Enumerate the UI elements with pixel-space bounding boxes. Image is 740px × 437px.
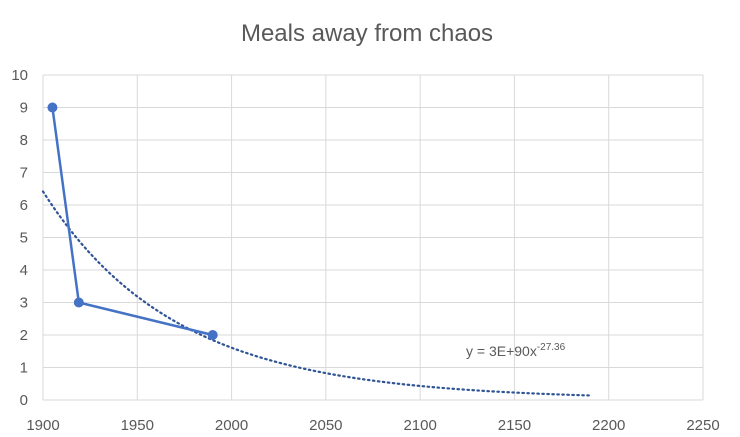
- x-tick-label: 2250: [686, 417, 719, 434]
- x-tick-label: 2200: [592, 417, 625, 434]
- series-layer: [47, 102, 218, 340]
- y-tick-label: 3: [20, 295, 28, 312]
- x-tick-label: 2000: [215, 417, 248, 434]
- y-tick-label: 0: [20, 392, 28, 409]
- y-tick-label: 4: [20, 262, 28, 279]
- x-tick-label: 2100: [403, 417, 436, 434]
- chart-title: Meals away from chaos: [241, 20, 493, 47]
- tick-labels: 0 1 2 3 4 5 6 7 8 9 10 1900 1950 2000 2050 2100 2150 2200…: [11, 67, 719, 434]
- x-tick-label: 1950: [121, 417, 154, 434]
- data-point: [207, 330, 218, 340]
- trendline: [41, 190, 591, 397]
- y-tick-label: 5: [20, 230, 28, 247]
- data-point: [47, 102, 58, 113]
- data-point: [73, 297, 84, 308]
- y-tick-label: 8: [20, 132, 28, 149]
- x-tick-label: 2050: [309, 417, 342, 434]
- trendline-equation-main: y = 3E+90x: [466, 343, 537, 359]
- y-tick-label: 9: [20, 100, 28, 117]
- y-tick-label: 1: [20, 360, 28, 377]
- y-tick-label: 10: [11, 67, 28, 84]
- x-tick-label: 2150: [498, 417, 531, 434]
- trendline-layer: [41, 190, 591, 397]
- y-tick-label: 2: [20, 327, 28, 344]
- gridlines: [42, 74, 704, 401]
- y-tick-label: 6: [20, 197, 28, 214]
- trendline-equation-exponent: -27.36: [537, 342, 566, 353]
- y-tick-label: 7: [20, 165, 28, 182]
- trendline-equation: y = 3E+90x-27.36: [466, 342, 566, 359]
- x-tick-label: 1900: [26, 417, 59, 434]
